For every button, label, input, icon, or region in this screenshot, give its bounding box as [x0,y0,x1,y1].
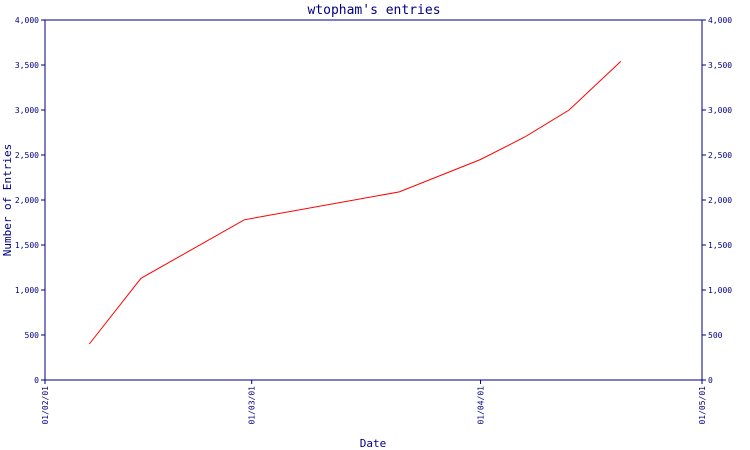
data-point [523,136,526,139]
y-tick-label-right: 500 [708,331,723,340]
data-point [88,343,91,346]
x-tick-label: 01/05/01 [698,386,707,425]
y-tick-label-left: 2,500 [15,151,39,160]
y-tick-label-right: 3,000 [708,106,732,115]
y-tick-label-right: 4,000 [708,16,732,25]
y-tick-label-right: 1,000 [708,286,732,295]
x-axis-label: Date [360,437,387,450]
y-tick-label-left: 3,500 [15,61,39,70]
series-line-0 [88,61,622,345]
data-point [568,109,571,112]
chart-title: wtopham's entries [307,3,440,18]
data-point [139,277,142,280]
y-tick-label-right: 0 [708,376,713,385]
x-tick-label: 01/04/01 [477,386,486,425]
x-ticks: 01/02/01 01/03/01 01/04/01 01/05/01 [41,380,707,425]
data-point [479,158,482,161]
right-y-ticks: 0 500 1,000 1,500 2,000 2,500 3,000 3,500 4,000 [702,16,732,385]
series-layer [88,60,622,346]
y-tick-label-left: 500 [25,331,40,340]
y-axis-label: Number of Entries [1,144,14,257]
data-point [243,218,246,221]
left-y-ticks: 0 500 1,000 1,500 2,000 2,500 3,000 3,500 4,000 [15,16,45,385]
y-tick-label-left: 2,000 [15,196,39,205]
y-tick-label-right: 2,500 [708,151,732,160]
y-tick-label-left: 3,000 [15,106,39,115]
data-point [398,190,401,193]
y-tick-label-left: 4,000 [15,16,39,25]
y-tick-label-left: 1,000 [15,286,39,295]
x-tick-label: 01/03/01 [248,386,257,425]
y-tick-label-left: 0 [34,376,39,385]
x-tick-label: 01/02/01 [41,386,50,425]
y-tick-label-left: 1,500 [15,241,39,250]
y-tick-label-right: 1,500 [708,241,732,250]
y-tick-label-right: 3,500 [708,61,732,70]
data-point [619,60,622,63]
y-tick-label-right: 2,000 [708,196,732,205]
